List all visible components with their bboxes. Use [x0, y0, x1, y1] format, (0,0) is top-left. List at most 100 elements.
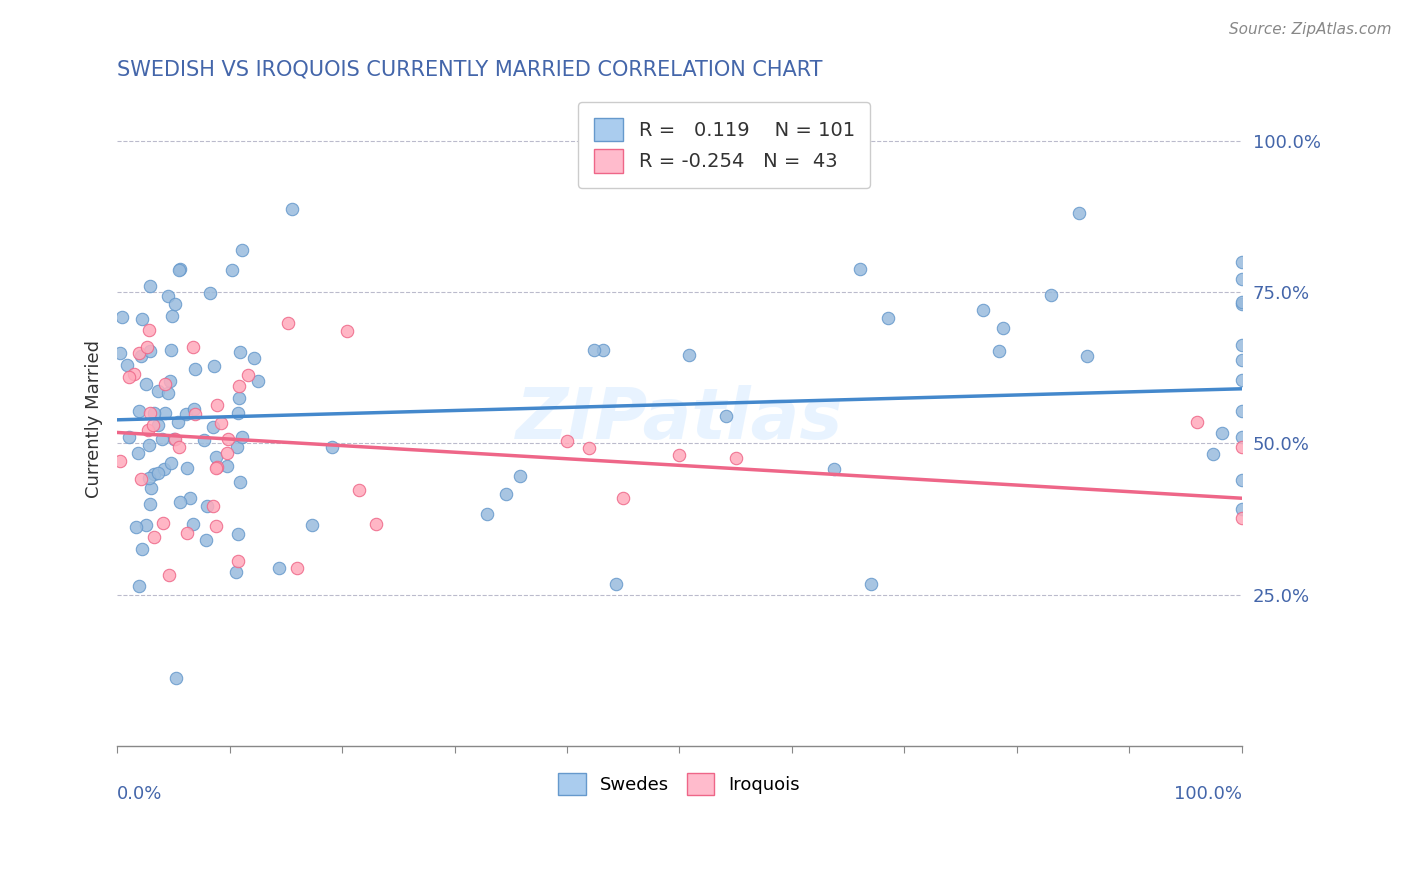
Point [285, 561, 308, 575]
Point [135, 377, 157, 392]
Point [184, 362, 207, 376]
Point [138, 279, 160, 293]
Point [142, 406, 165, 420]
Point [1230, 272, 1253, 286]
Point [225, 566, 247, 580]
Point [163, 297, 186, 311]
Point [204, 461, 226, 475]
Point [197, 499, 219, 513]
Point [125, 520, 148, 534]
Y-axis label: Currently Married: Currently Married [86, 340, 103, 498]
Point [167, 263, 190, 277]
Point [321, 440, 343, 454]
Point [179, 491, 201, 505]
Point [301, 518, 323, 533]
Point [183, 401, 205, 416]
Point [176, 407, 198, 421]
Point [991, 321, 1014, 335]
Point [153, 376, 176, 391]
Point [217, 458, 239, 473]
Point [716, 409, 738, 424]
Point [221, 262, 243, 277]
Point [477, 507, 499, 521]
Point [1076, 349, 1098, 363]
Point [228, 392, 250, 406]
Point [877, 310, 900, 325]
Point [131, 312, 153, 326]
Point [205, 450, 228, 464]
Point [205, 399, 228, 413]
Point [153, 406, 176, 420]
Point [128, 404, 150, 418]
Point [1230, 254, 1253, 268]
Point [159, 374, 181, 388]
Point [988, 343, 1011, 358]
Point [1211, 426, 1233, 441]
Point [612, 491, 634, 505]
Point [163, 432, 186, 446]
Point [823, 462, 845, 476]
Point [136, 423, 159, 437]
Point [231, 243, 253, 257]
Point [146, 467, 169, 481]
Point [138, 322, 160, 336]
Point [118, 430, 141, 444]
Point [202, 500, 225, 514]
Point [124, 367, 146, 381]
Text: SWEDISH VS IROQUOIS CURRENTLY MARRIED CORRELATION CHART: SWEDISH VS IROQUOIS CURRENTLY MARRIED CO… [117, 60, 823, 79]
Point [156, 386, 179, 401]
Point [1230, 473, 1253, 487]
Point [160, 309, 183, 323]
Point [246, 375, 269, 389]
Point [1067, 206, 1090, 220]
Point [129, 349, 152, 363]
Point [226, 554, 249, 568]
Point [169, 261, 191, 276]
Point [205, 519, 228, 533]
Point [678, 348, 700, 362]
Point [115, 358, 138, 372]
Point [142, 417, 165, 432]
Point [169, 494, 191, 508]
Point [165, 672, 187, 686]
Text: 0.0%: 0.0% [117, 785, 163, 803]
Point [131, 541, 153, 556]
Point [243, 351, 266, 365]
Point [277, 316, 299, 330]
Point [139, 497, 162, 511]
Point [364, 517, 387, 532]
Point [605, 576, 627, 591]
Point [167, 415, 190, 429]
Point [336, 324, 359, 338]
Point [152, 516, 174, 530]
Point [592, 343, 614, 357]
Point [226, 406, 249, 420]
Point [167, 440, 190, 454]
Point [217, 433, 239, 447]
Point [146, 417, 169, 432]
Point [160, 457, 183, 471]
Point [1230, 353, 1253, 368]
Point [972, 303, 994, 318]
Point [583, 343, 606, 358]
Point [1230, 296, 1253, 310]
Point [138, 438, 160, 452]
Point [267, 561, 290, 575]
Point [193, 434, 215, 448]
Point [202, 420, 225, 434]
Point [128, 579, 150, 593]
Point [142, 467, 165, 481]
Point [226, 440, 249, 454]
Point [136, 340, 159, 354]
Point [1230, 502, 1253, 516]
Point [848, 261, 870, 276]
Point [108, 346, 131, 360]
Point [128, 346, 150, 360]
Point [228, 379, 250, 393]
Text: ZIPatlas: ZIPatlas [516, 384, 844, 454]
Point [1039, 287, 1062, 301]
Legend: Swedes, Iroquois: Swedes, Iroquois [551, 766, 807, 802]
Point [578, 441, 600, 455]
Point [1230, 337, 1253, 351]
Point [202, 359, 225, 373]
